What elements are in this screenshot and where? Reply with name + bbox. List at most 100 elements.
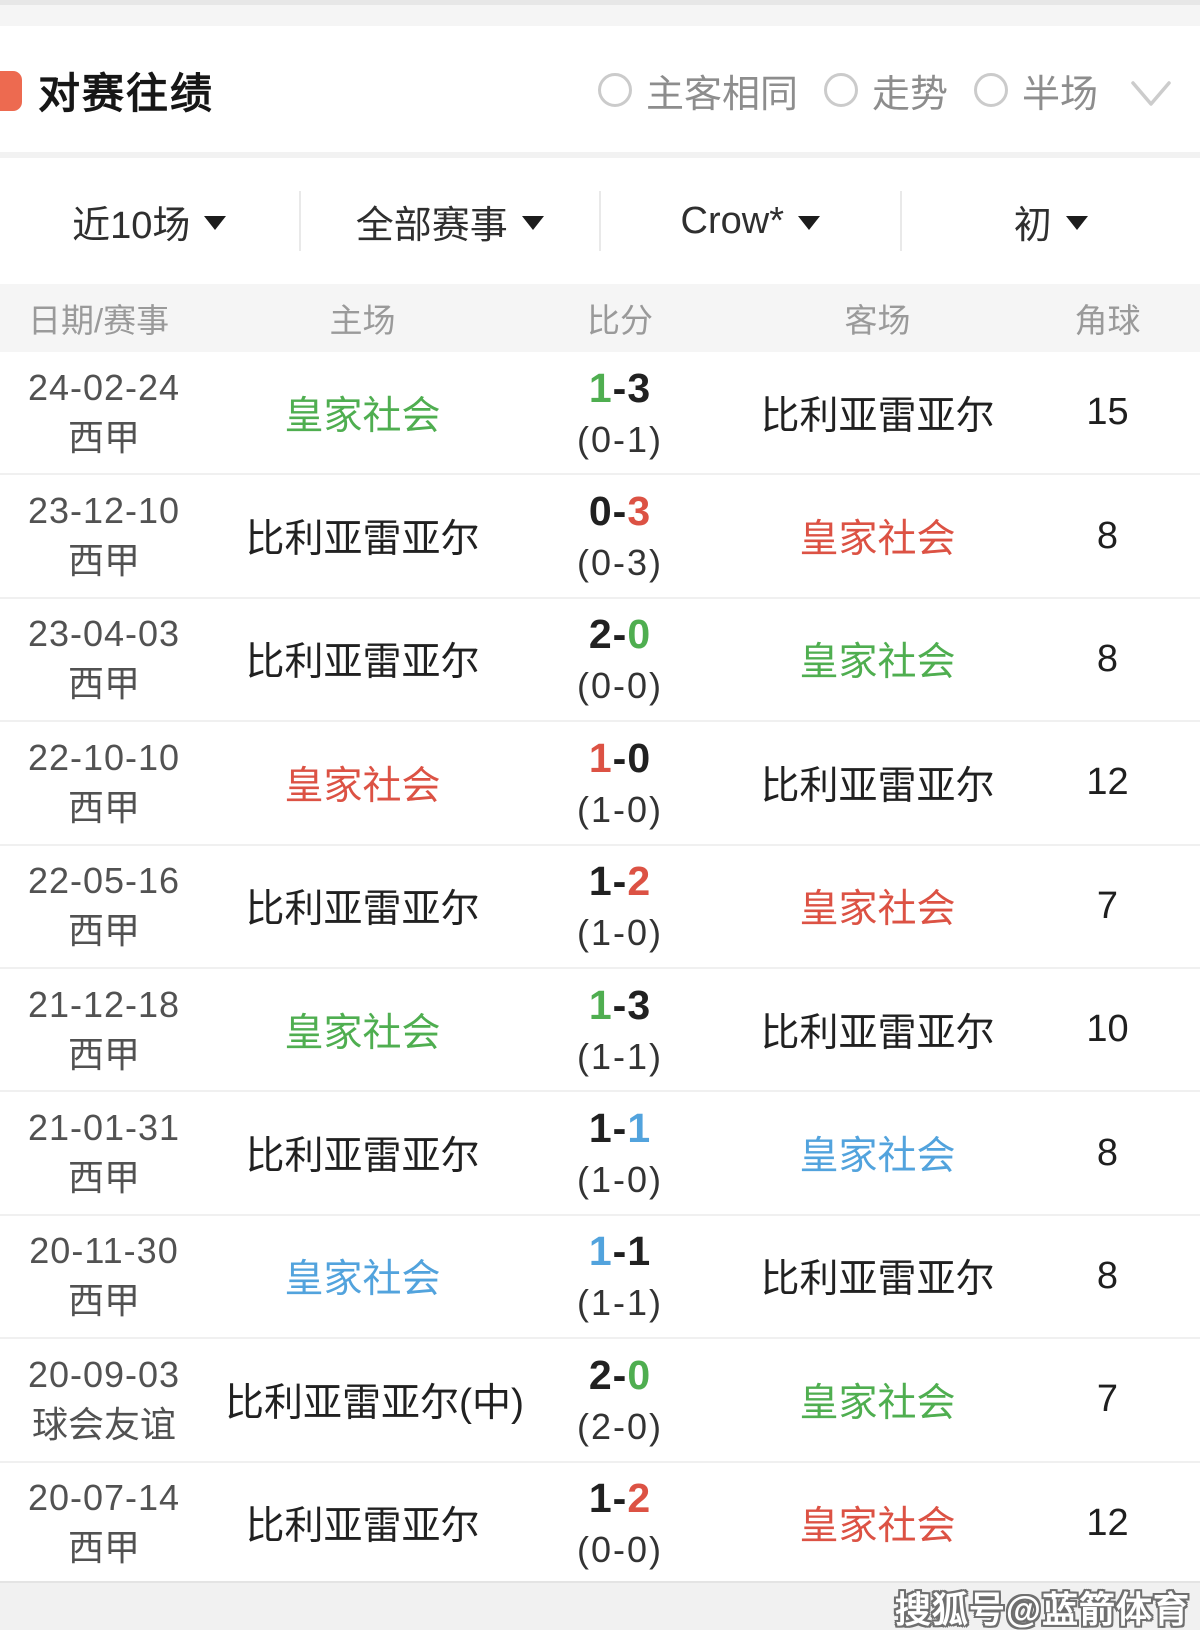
score-dash: -	[613, 365, 628, 411]
date-league-cell: 24-02-24 西甲	[0, 370, 225, 456]
match-date: 22-05-16	[6, 863, 202, 899]
date-league-cell: 21-01-31 西甲	[0, 1110, 225, 1196]
corner-count: 8	[1015, 638, 1200, 681]
home-goals: 1	[589, 982, 613, 1028]
caret-down-icon	[798, 216, 820, 230]
match-row: 20-11-30 西甲 皇家社会 1-1 (1-1) 比利亚雷亚尔 8	[0, 1216, 1200, 1339]
match-table-body: 24-02-24 西甲 皇家社会 1-3 (0-1) 比利亚雷亚尔 15 23-…	[0, 352, 1200, 1584]
score-dash: -	[613, 1475, 628, 1521]
away-goals: 3	[627, 488, 651, 534]
match-row: 23-12-10 西甲 比利亚雷亚尔 0-3 (0-3) 皇家社会 8	[0, 475, 1200, 598]
home-team: 皇家社会	[225, 385, 500, 441]
radio-circle-icon[interactable]	[824, 73, 858, 107]
radio-label: 主客相同	[646, 63, 798, 118]
match-league: 球会友谊	[6, 1407, 202, 1443]
home-goals: 1	[589, 735, 613, 781]
caret-down-icon	[204, 216, 226, 230]
half-time-score: (0-0)	[500, 668, 740, 704]
corner-count: 12	[1015, 1502, 1200, 1545]
score-dash: -	[613, 1105, 628, 1151]
away-team: 皇家社会	[740, 631, 1015, 687]
match-date: 23-12-10	[6, 493, 202, 529]
score-dash: -	[613, 488, 628, 534]
match-league: 西甲	[6, 543, 202, 579]
match-row: 22-05-16 西甲 比利亚雷亚尔 1-2 (1-0) 皇家社会 7	[0, 846, 1200, 969]
match-date: 21-12-18	[6, 987, 202, 1023]
chevron-down-icon[interactable]	[1130, 77, 1172, 111]
match-league: 西甲	[6, 913, 202, 949]
half-time-score: (1-0)	[500, 915, 740, 951]
score-dash: -	[613, 611, 628, 657]
score-dash: -	[613, 1228, 628, 1274]
home-team: 皇家社会	[225, 755, 500, 811]
footer-strip: 搜狐号@蓝箭体育	[0, 1581, 1200, 1630]
radio-half-time[interactable]: 半场	[974, 63, 1098, 118]
half-time-score: (0-0)	[500, 1532, 740, 1568]
half-time-score: (2-0)	[500, 1409, 740, 1445]
match-date: 20-11-30	[6, 1233, 202, 1269]
away-goals: 0	[627, 1352, 651, 1398]
match-league: 西甲	[6, 1160, 202, 1196]
corner-count: 15	[1015, 391, 1200, 434]
filter-recent-matches[interactable]: 近10场	[0, 191, 301, 251]
home-goals: 1	[589, 1228, 613, 1274]
date-league-cell: 20-09-03 球会友谊	[0, 1357, 225, 1443]
home-team: 比利亚雷亚尔	[225, 1125, 500, 1181]
filter-label: 初	[1014, 194, 1052, 249]
match-date: 21-01-31	[6, 1110, 202, 1146]
away-team: 皇家社会	[740, 508, 1015, 564]
score-cell: 1-1 (1-0)	[500, 1108, 740, 1198]
match-row: 20-09-03 球会友谊 比利亚雷亚尔(中) 2-0 (2-0) 皇家社会 7	[0, 1339, 1200, 1462]
filter-bookmaker[interactable]: Crow*	[601, 191, 902, 251]
away-goals: 1	[627, 1105, 651, 1151]
radio-same-home-away[interactable]: 主客相同	[598, 63, 798, 118]
home-goals: 1	[589, 858, 613, 904]
filter-bar: 近10场 全部赛事 Crow* 初	[0, 158, 1200, 284]
score-dash: -	[613, 735, 628, 781]
match-date: 22-10-10	[6, 740, 202, 776]
score-cell: 1-1 (1-1)	[500, 1231, 740, 1321]
match-league: 西甲	[6, 790, 202, 826]
score-dash: -	[613, 858, 628, 904]
header-controls: 主客相同 走势 半场	[598, 63, 1172, 118]
away-goals: 0	[627, 735, 651, 781]
match-row: 24-02-24 西甲 皇家社会 1-3 (0-1) 比利亚雷亚尔 15	[0, 352, 1200, 475]
score-cell: 1-3 (0-1)	[500, 368, 740, 458]
date-league-cell: 23-04-03 西甲	[0, 616, 225, 702]
home-goals: 0	[589, 488, 613, 534]
column-header-corners: 角球	[1015, 294, 1200, 342]
match-league: 西甲	[6, 1530, 202, 1566]
away-team: 皇家社会	[740, 1125, 1015, 1181]
match-date: 20-09-03	[6, 1357, 202, 1393]
date-league-cell: 22-05-16 西甲	[0, 863, 225, 949]
away-team: 皇家社会	[740, 878, 1015, 934]
watermark: 搜狐号@蓝箭体育	[895, 1581, 1190, 1633]
half-time-score: (1-1)	[500, 1285, 740, 1321]
away-goals: 1	[627, 1228, 651, 1274]
home-goals: 2	[589, 611, 613, 657]
match-league: 西甲	[6, 1037, 202, 1073]
radio-circle-icon[interactable]	[598, 73, 632, 107]
away-team: 皇家社会	[740, 1372, 1015, 1428]
section-marker	[0, 71, 22, 111]
corner-count: 8	[1015, 515, 1200, 558]
score-cell: 2-0 (2-0)	[500, 1355, 740, 1445]
home-team: 皇家社会	[225, 1002, 500, 1058]
match-league: 西甲	[6, 666, 202, 702]
score-dash: -	[613, 1352, 628, 1398]
home-team: 比利亚雷亚尔	[225, 1495, 500, 1551]
radio-label: 半场	[1022, 63, 1098, 118]
filter-all-competitions[interactable]: 全部赛事	[301, 191, 602, 251]
home-team: 皇家社会	[225, 1248, 500, 1304]
date-league-cell: 21-12-18 西甲	[0, 987, 225, 1073]
filter-initial-odds[interactable]: 初	[902, 191, 1200, 251]
radio-circle-icon[interactable]	[974, 73, 1008, 107]
home-goals: 2	[589, 1352, 613, 1398]
home-goals: 1	[589, 365, 613, 411]
corner-count: 12	[1015, 761, 1200, 804]
filter-label: 全部赛事	[356, 194, 508, 249]
column-header-away: 客场	[740, 294, 1015, 342]
table-header: 日期/赛事 主场 比分 客场 角球	[0, 284, 1200, 352]
date-league-cell: 20-07-14 西甲	[0, 1480, 225, 1566]
radio-trend[interactable]: 走势	[824, 63, 948, 118]
